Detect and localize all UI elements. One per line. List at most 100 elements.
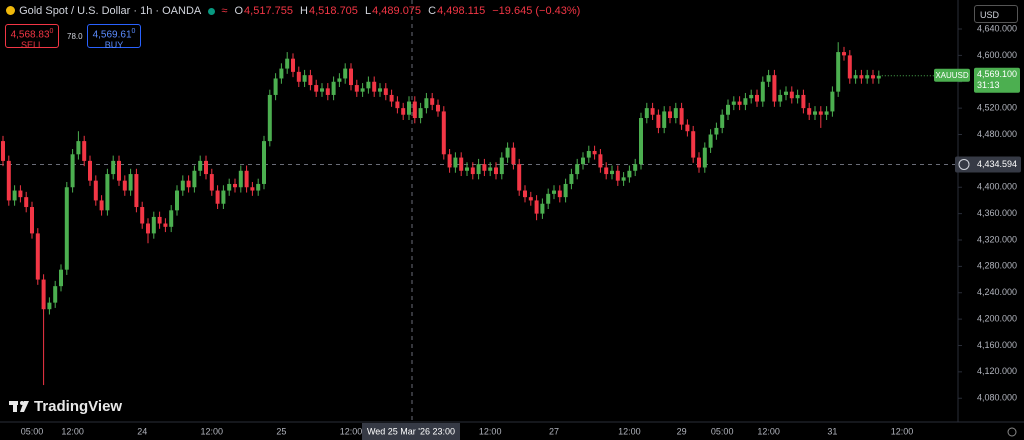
candle-body <box>325 88 330 95</box>
candle-body <box>691 131 696 158</box>
candle-body <box>314 85 319 92</box>
sell-price-small: 0 <box>49 28 54 35</box>
open-value: 4,517.755 <box>244 5 293 17</box>
candle-body <box>511 147 516 165</box>
candle-body <box>140 207 145 224</box>
candle-body <box>639 118 643 165</box>
candle-body <box>111 160 116 175</box>
candle-body <box>789 91 794 99</box>
candle-body <box>876 75 881 79</box>
candle-body <box>175 190 179 211</box>
candle-body <box>180 180 185 191</box>
settings-icon[interactable] <box>1007 427 1017 437</box>
candle-body <box>47 302 52 310</box>
market-status <box>208 8 216 15</box>
candle-body <box>285 58 290 69</box>
x-tick-label: 12:00 <box>891 426 914 436</box>
header: Gold Spot / U.S. Dollar · 1h · OANDA ≈ O… <box>6 5 584 17</box>
candle-body <box>53 286 58 303</box>
crosshair-time-tag <box>362 423 460 440</box>
candle-body <box>320 88 324 92</box>
candle-body <box>221 190 226 204</box>
candle-body <box>250 187 255 191</box>
candle-body <box>157 216 162 224</box>
candle-body <box>557 190 562 198</box>
alert-icon: ≈ <box>221 5 228 17</box>
buy-button[interactable]: 4,569.610 BUY <box>87 24 141 50</box>
candle-body <box>308 75 313 86</box>
candle-body <box>523 190 527 198</box>
candle-body <box>12 190 17 201</box>
y-tick-label: 4,080.000 <box>977 393 1017 403</box>
last-price-tag <box>974 67 1020 93</box>
candle-body <box>366 81 371 89</box>
candle-body <box>505 147 510 158</box>
candle-body <box>772 75 777 102</box>
symbol-title[interactable]: Gold Spot / U.S. Dollar · 1h · OANDA <box>19 5 202 17</box>
candle-body <box>465 167 469 171</box>
sell-price: 4,568.83 <box>10 29 50 41</box>
candle-body <box>784 91 788 95</box>
candle-body <box>163 223 168 227</box>
y-tick-label: 4,200.000 <box>977 313 1017 323</box>
countdown-text: 31:13 <box>977 80 1000 90</box>
candle-body <box>656 114 661 128</box>
candle-body <box>331 81 336 95</box>
high-label: H <box>300 5 308 17</box>
candle-body <box>302 75 307 82</box>
candle-body <box>598 154 603 168</box>
close-label: C <box>428 5 437 17</box>
candle-body <box>82 141 87 161</box>
candle-body <box>343 68 348 79</box>
candle-body <box>470 167 475 175</box>
y-tick-label: 4,320.000 <box>977 234 1017 244</box>
currency-selector[interactable]: USD <box>974 5 1018 23</box>
candle-body <box>650 108 655 115</box>
candle-body <box>354 85 359 92</box>
candle-body <box>146 223 150 234</box>
y-tick-label: 4,160.000 <box>977 340 1017 350</box>
candle-body <box>760 81 765 102</box>
candle-body <box>755 94 759 102</box>
candle-body <box>430 98 435 105</box>
candle-body <box>488 167 493 171</box>
candle-body <box>128 174 133 191</box>
candle-body <box>731 101 736 105</box>
candle-body <box>296 71 301 82</box>
candle-body <box>383 88 388 95</box>
candle-body <box>30 207 34 234</box>
sell-button[interactable]: 4,568.830 SELL <box>5 24 59 50</box>
candle-body <box>24 197 29 208</box>
x-tick-label: 12:00 <box>757 426 780 436</box>
candle-body <box>227 183 232 191</box>
candle-body <box>418 108 423 119</box>
candle-body <box>412 101 417 119</box>
buy-price-small: 0 <box>131 28 136 35</box>
candle-body <box>807 108 812 115</box>
y-tick-label: 4,400.000 <box>977 182 1017 192</box>
candle-body <box>18 190 23 198</box>
candle-body <box>209 174 214 191</box>
candle-body <box>337 78 342 82</box>
axes: 4,080.000 4,120.000 4,160.000 4,200.000 4,24… <box>21 23 1021 440</box>
crosshair-time-text: Wed 25 Mar '26 23:00 <box>367 426 455 436</box>
candle-body <box>818 111 823 115</box>
y-tick-label: 4,240.000 <box>977 287 1017 297</box>
candle-body <box>668 111 672 119</box>
candle-body <box>105 174 110 211</box>
candle-body <box>279 68 284 79</box>
candle-body <box>372 81 377 92</box>
candle-body <box>244 170 249 188</box>
x-tick-label: 12:00 <box>61 426 84 436</box>
candle-body <box>378 88 382 92</box>
candle-body <box>6 160 11 201</box>
candle-body <box>836 52 841 92</box>
candle-body <box>528 197 533 201</box>
candle-body <box>407 101 411 115</box>
candle-body <box>349 68 353 86</box>
x-tick-label: 29 <box>677 426 687 436</box>
candle-body <box>99 200 104 211</box>
y-tick-label: 4,640.000 <box>977 23 1017 33</box>
x-tick-label: 24 <box>137 426 147 436</box>
candle-body <box>360 88 365 92</box>
